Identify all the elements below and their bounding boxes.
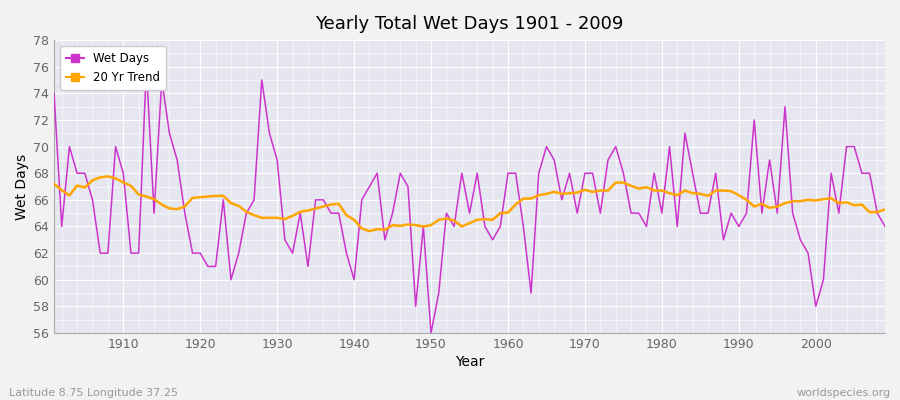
- Legend: Wet Days, 20 Yr Trend: Wet Days, 20 Yr Trend: [60, 46, 166, 90]
- Text: Latitude 8.75 Longitude 37.25: Latitude 8.75 Longitude 37.25: [9, 388, 178, 398]
- Text: worldspecies.org: worldspecies.org: [796, 388, 891, 398]
- X-axis label: Year: Year: [454, 355, 484, 369]
- Y-axis label: Wet Days: Wet Days: [15, 154, 29, 220]
- Title: Yearly Total Wet Days 1901 - 2009: Yearly Total Wet Days 1901 - 2009: [315, 15, 624, 33]
